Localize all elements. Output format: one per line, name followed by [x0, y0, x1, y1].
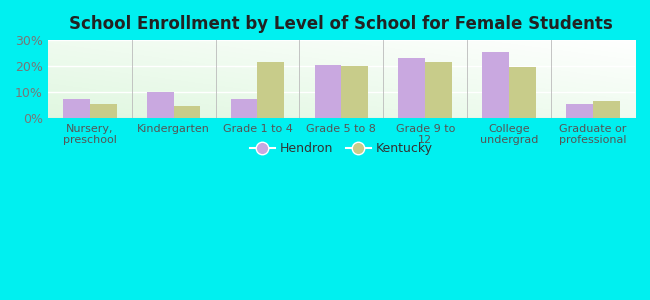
Bar [315, 65, 341, 118]
Bar [509, 68, 536, 118]
Bar [482, 52, 509, 118]
Bar [341, 66, 368, 118]
Legend: Hendron, Kentucky: Hendron, Kentucky [245, 137, 438, 160]
Bar [90, 104, 116, 118]
Bar [425, 62, 452, 118]
Title: School Enrollment by Level of School for Female Students: School Enrollment by Level of School for… [70, 15, 613, 33]
Bar [257, 62, 284, 118]
Bar [593, 101, 620, 118]
Bar [174, 106, 200, 118]
Bar [231, 99, 257, 118]
Bar [566, 104, 593, 118]
Bar [398, 58, 425, 118]
Bar [147, 92, 174, 118]
Bar [63, 99, 90, 118]
